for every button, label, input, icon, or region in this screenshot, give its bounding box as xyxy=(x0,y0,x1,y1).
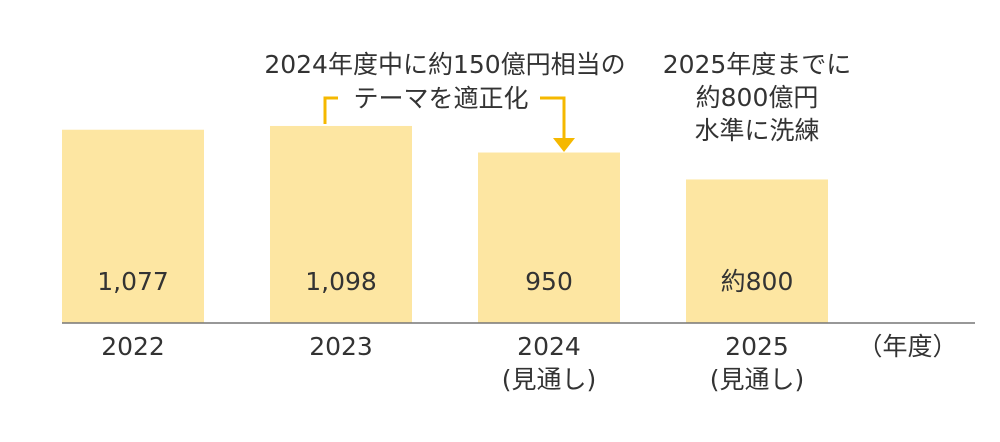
x-tick-label: 2023 xyxy=(309,332,373,361)
bar xyxy=(62,129,204,323)
value-label: 1,077 xyxy=(97,267,169,296)
x-tick-label: 2025 (見通し) xyxy=(709,332,805,394)
annotation: 2025年度までに 約800億円 水準に洗練 xyxy=(662,50,852,145)
bar xyxy=(686,179,828,323)
x-tick-label: 2022 xyxy=(101,332,165,361)
x-axis-label: （年度） xyxy=(857,332,958,361)
x-tick-label: 2024 (見通し) xyxy=(501,332,597,394)
annotation: テーマを適正化 xyxy=(353,84,529,113)
bracket xyxy=(323,96,566,140)
bar xyxy=(270,125,412,323)
value-label: 約800 xyxy=(720,267,794,296)
value-label: 950 xyxy=(525,267,573,296)
arrow-head xyxy=(553,138,575,152)
annotation: 2024年度中に約150億円相当の xyxy=(264,50,626,79)
value-label: 1,098 xyxy=(305,267,377,296)
bar xyxy=(478,152,620,323)
